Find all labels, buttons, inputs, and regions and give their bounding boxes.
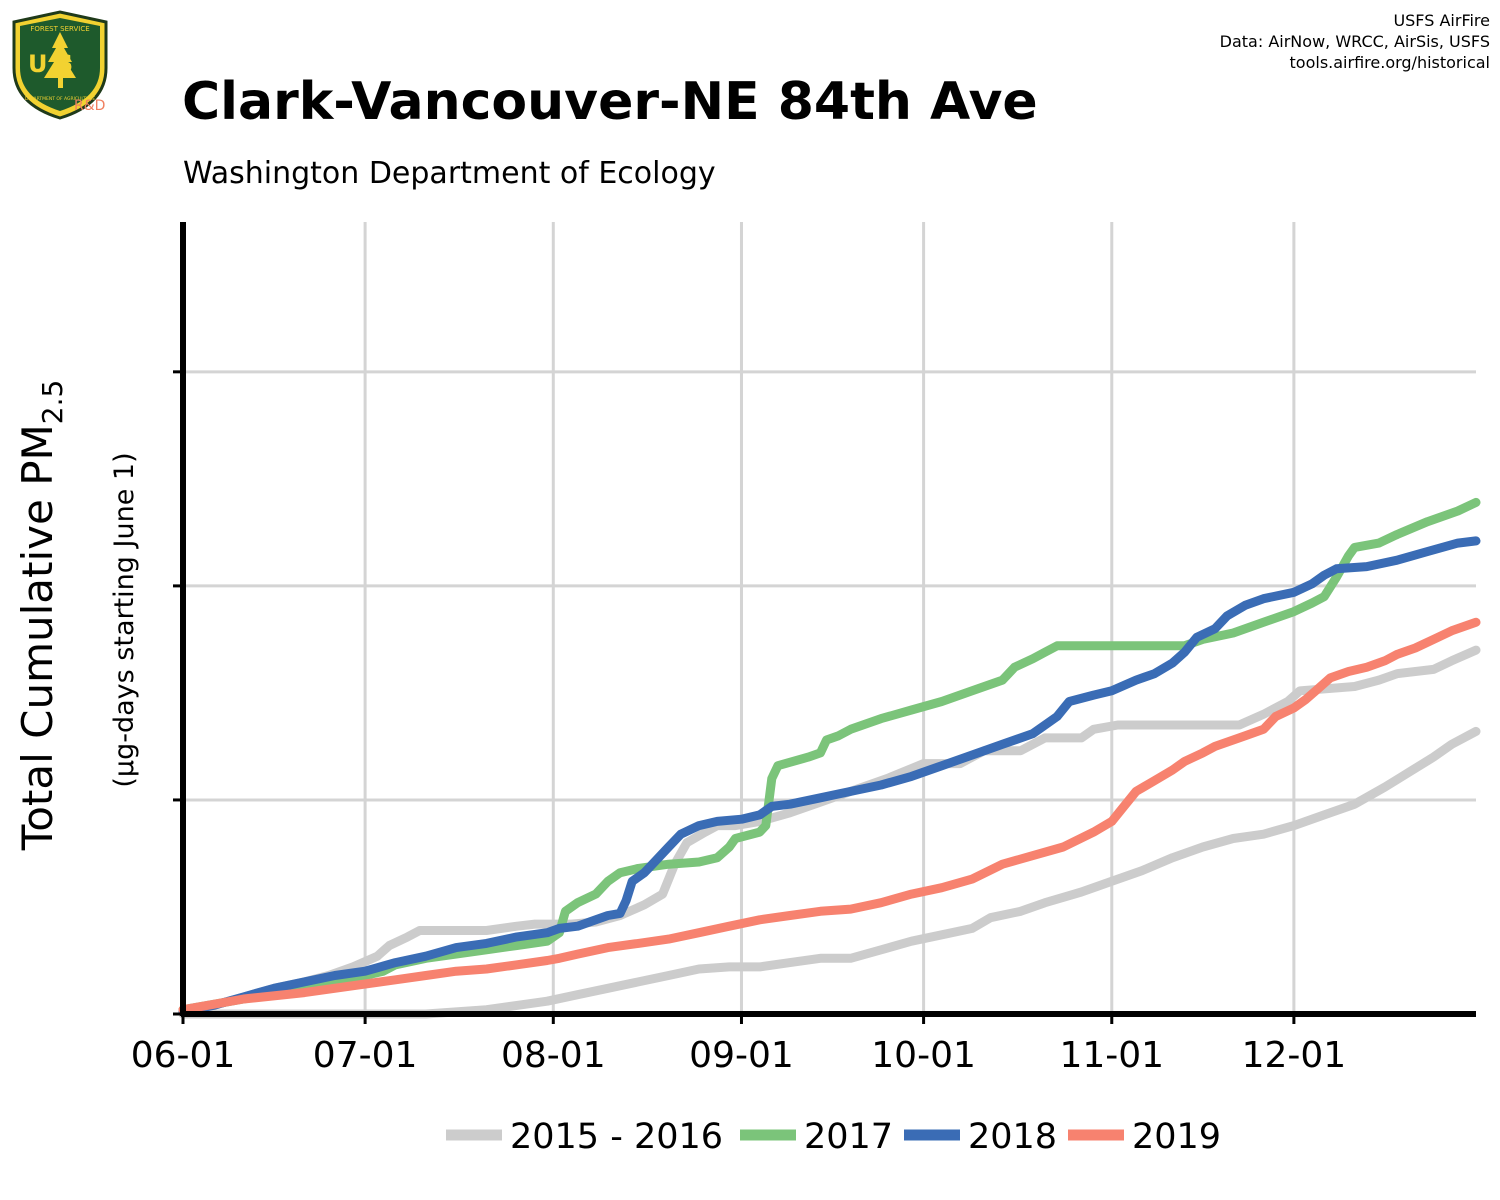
y-axis-label: Total Cumulative PM2.5 [13, 380, 69, 852]
usfs-logo: U S FOREST SERVICE DEPARTMENT OF AGRICUL… [12, 10, 108, 120]
x-tick-label: 08-01 [501, 1035, 606, 1076]
x-tick-label: 07-01 [313, 1035, 418, 1076]
x-tick-label: 10-01 [871, 1035, 976, 1076]
chart-title: Clark-Vancouver-NE 84th Ave [182, 72, 1038, 132]
credit-line: Data: AirNow, WRCC, AirSis, USFS [1219, 32, 1490, 51]
series-line [178, 497, 1481, 1015]
gridlines [183, 222, 1476, 1014]
logo-top-text: FOREST SERVICE [30, 25, 89, 33]
legend-label: 2019 [1132, 1117, 1221, 1157]
credit-line: tools.airfire.org/historical [1289, 53, 1490, 72]
y-axis-label-subscript: 2.5 [36, 380, 69, 425]
y-axis-label-main: Total Cumulative PM [13, 424, 62, 851]
legend: 2015 - 2016 2017 2018 2019 [446, 1117, 1221, 1157]
series-line [178, 617, 1481, 1015]
y-axis-note: (µg-days starting June 1) [109, 452, 140, 787]
series-line [178, 645, 1481, 1017]
logo-rd-tag: R&D [74, 98, 106, 114]
credit-line: USFS AirFire [1393, 11, 1490, 30]
credits: USFS AirFire Data: AirNow, WRCC, AirSis,… [1220, 10, 1490, 73]
series-lines [178, 497, 1481, 1019]
logo-letters: U S [28, 50, 73, 78]
legend-label: 2015 - 2016 [510, 1117, 723, 1157]
x-tick-label: 11-01 [1059, 1035, 1164, 1076]
axes: 06-01 07-01 08-01 09-01 10-01 11-01 12-01 [131, 222, 1476, 1076]
legend-label: 2017 [804, 1117, 893, 1157]
x-tick-label: 12-01 [1242, 1035, 1347, 1076]
series-line [178, 726, 1481, 1019]
axis-labels: Total Cumulative PM2.5 (µg-days starting… [13, 380, 140, 852]
series-line [178, 536, 1481, 1017]
x-tick-label: 09-01 [689, 1035, 794, 1076]
logo-bottom-text: DEPARTMENT OF AGRICULTURE [25, 96, 96, 102]
chart-subtitle: Washington Department of Ecology [183, 156, 716, 191]
legend-label: 2018 [968, 1117, 1057, 1157]
x-tick-label: 06-01 [131, 1035, 236, 1076]
